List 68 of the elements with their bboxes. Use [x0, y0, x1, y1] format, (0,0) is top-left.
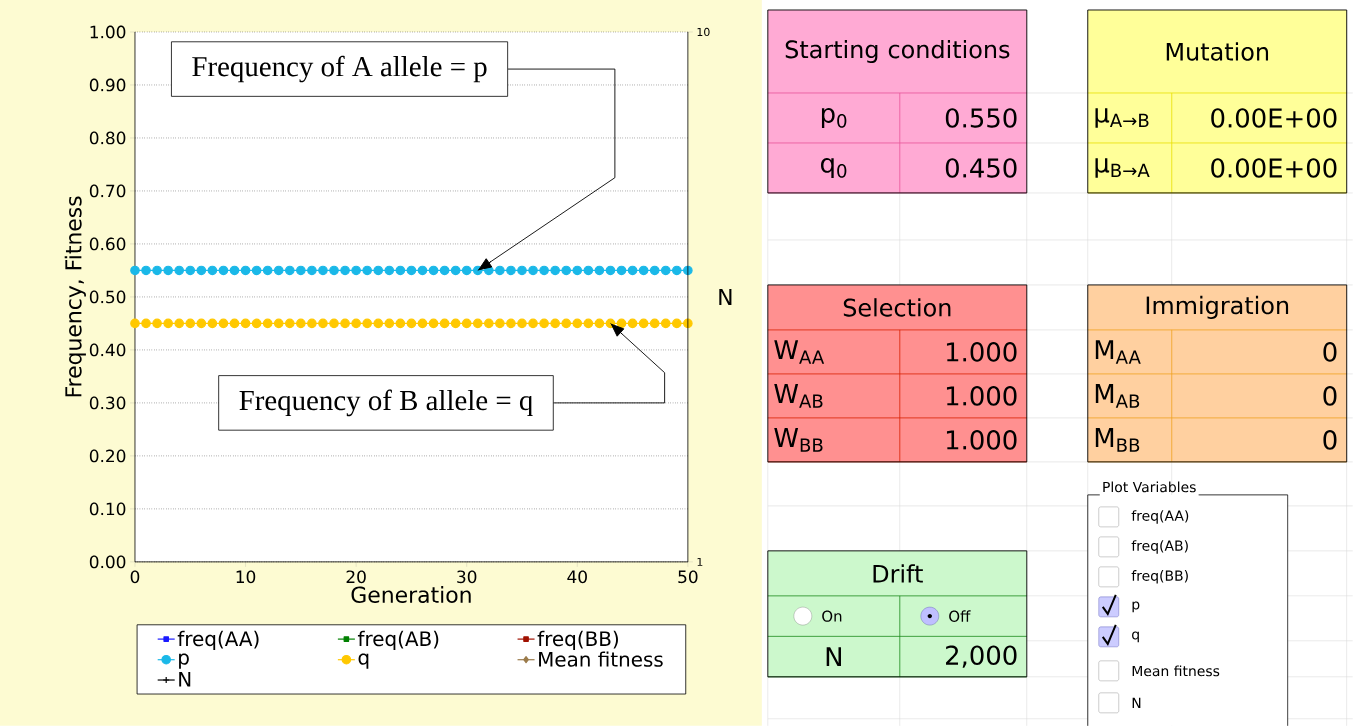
- text: Off: [949, 610, 971, 622]
- x-tick-label: 40: [567, 570, 587, 584]
- text: μ$_{B→A}$: [1095, 158, 1150, 178]
- text: Selection: [843, 298, 951, 317]
- x-tick-label: 0: [130, 570, 140, 584]
- text: 2,000: [946, 645, 1017, 668]
- text: p$_{0}$: [821, 107, 847, 128]
- text: 1.000: [946, 342, 1017, 362]
- text: 0: [1323, 385, 1337, 406]
- text: freq(BB): [1131, 570, 1188, 584]
- text: Drift: [873, 564, 923, 583]
- legend-label: freq(BB): [537, 630, 618, 650]
- y-tick-label: 1.00: [90, 25, 126, 39]
- text: q$_{0}$: [821, 157, 847, 178]
- text: M$_{BB}$: [1095, 428, 1140, 452]
- text: Mean fitness: [1132, 665, 1220, 677]
- text: 0.00E+00: [1211, 108, 1337, 128]
- x-axis-title: Generation: [351, 585, 471, 603]
- text: On: [822, 610, 842, 622]
- text: M$_{AB}$: [1095, 384, 1140, 408]
- y-tick-label: 0.90: [89, 78, 126, 92]
- y-tick-label: 0.10: [89, 502, 126, 516]
- text: 1.000: [946, 429, 1017, 450]
- legend-label: Mean fitness: [539, 651, 663, 667]
- y-tick-label: 0.60: [89, 237, 126, 251]
- y-tick-label: 0.40: [89, 343, 126, 357]
- text: 0.450: [945, 158, 1017, 178]
- text: 0.550: [945, 108, 1017, 128]
- y-tick-label: 0.30: [89, 396, 126, 410]
- text: μ$_{A→B}$: [1095, 108, 1149, 128]
- legend-label: freq(AB): [357, 630, 439, 650]
- legend-label: p: [179, 653, 189, 669]
- y2-tick-label: 1: [697, 557, 703, 566]
- y-tick-label: 0.70: [89, 184, 126, 198]
- text: Mutation: [1166, 42, 1269, 61]
- y-axis-title: Frequency, Fitness: [64, 196, 86, 397]
- text: 1.000: [946, 385, 1017, 406]
- y-tick-label: 0.00: [89, 555, 126, 569]
- text: W$_{AB}$: [774, 384, 823, 408]
- text: freq(AA): [1131, 510, 1189, 524]
- text: M$_{AA}$: [1095, 340, 1141, 364]
- text: 0: [1323, 342, 1337, 362]
- y-tick-label: 0.80: [89, 131, 126, 145]
- text: W$_{AA}$: [774, 340, 825, 364]
- x-tick-label: 20: [346, 570, 366, 584]
- legend-label: q: [358, 653, 369, 669]
- y-tick-label: 0.50: [89, 290, 126, 304]
- annotation: Frequency of A allele = p: [192, 55, 487, 83]
- text: N: [826, 647, 841, 666]
- text: N: [1132, 697, 1141, 708]
- annotation: Frequency of B allele = q: [239, 389, 533, 417]
- text: W$_{BB}$: [774, 428, 823, 452]
- x-tick-label: 10: [236, 570, 256, 584]
- y2-tick-label: 10: [697, 27, 710, 37]
- legend-label: N: [179, 671, 191, 687]
- text: freq(AB): [1131, 540, 1188, 554]
- text: 0: [1323, 429, 1337, 450]
- y-tick-label: 0.20: [89, 449, 126, 463]
- text: Starting conditions: [785, 39, 1010, 63]
- x-tick-label: 30: [457, 570, 477, 584]
- text: Immigration: [1146, 295, 1289, 319]
- text: q: [1132, 631, 1139, 643]
- text: Plot Variables: [1103, 481, 1196, 493]
- y2-axis-title: N: [719, 288, 732, 305]
- text: 0.00E+00: [1211, 158, 1337, 178]
- text: p: [1132, 601, 1140, 613]
- legend-label: freq(AA): [177, 630, 259, 650]
- x-tick-label: 50: [678, 570, 698, 584]
